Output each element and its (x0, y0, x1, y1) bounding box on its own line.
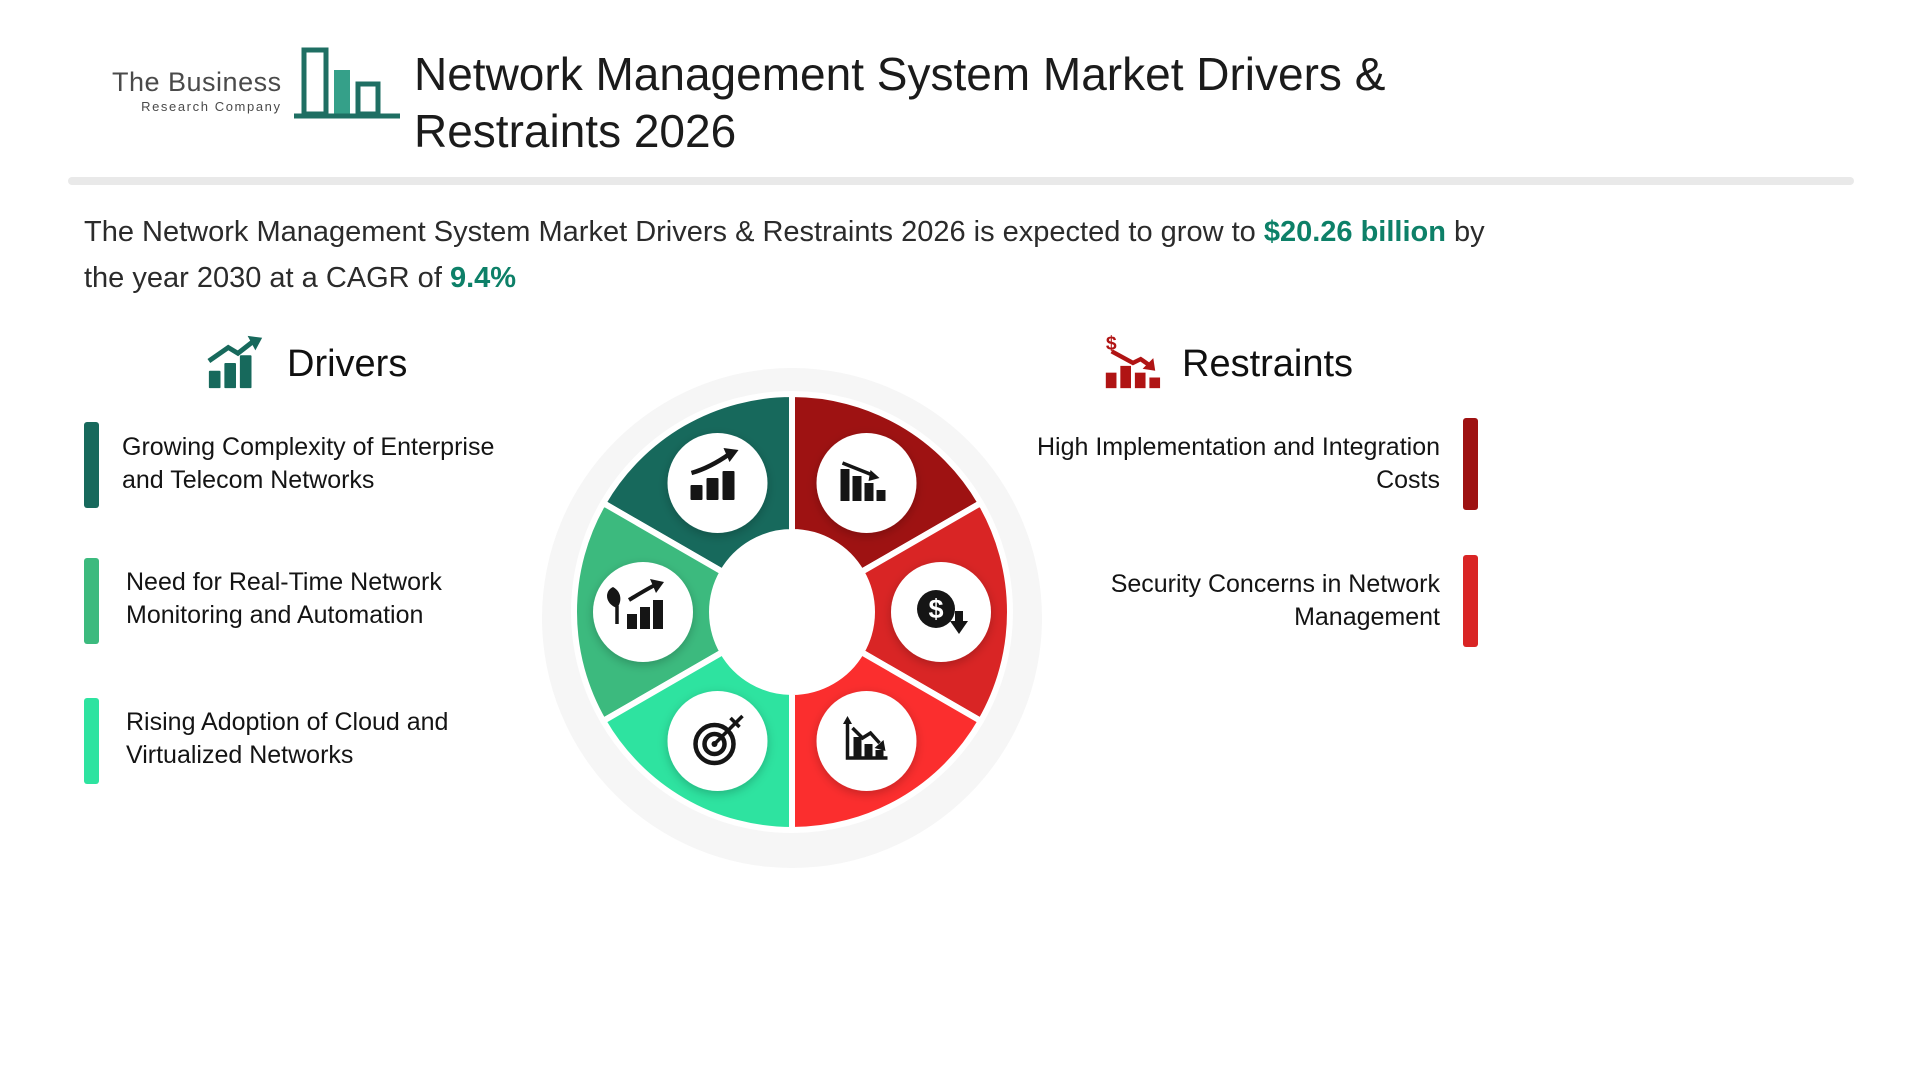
driver-bar-1 (84, 422, 99, 508)
driver-item-2: Need for Real-Time Network Monitoring an… (126, 568, 442, 630)
money-decline-icon: $ (1100, 332, 1162, 396)
restraint-bar-2 (1463, 555, 1478, 647)
intro-text-start: The Network Management System Market Dri… (84, 216, 1264, 248)
drivers-restraints-wheel: $ (520, 340, 1064, 884)
restraint-item-2: Security Concerns in Network Management (1110, 570, 1440, 632)
drivers-title: Drivers (287, 343, 408, 385)
growth-bars-icon (205, 333, 267, 396)
driver-bar-3 (84, 698, 99, 784)
sprout-growth-icon (607, 579, 664, 629)
drivers-section-header: Drivers (205, 333, 407, 396)
driver-bar-2 (84, 558, 99, 644)
logo-line1: The Business (112, 67, 282, 97)
driver-item-1: Growing Complexity of Enterprise and Tel… (122, 433, 495, 495)
restraint-bar-1 (1463, 418, 1478, 510)
restraints-icon-dollar: $ (1106, 333, 1117, 354)
declining-chart-icon (843, 716, 888, 760)
header-divider (68, 177, 1854, 185)
restraints-title: Restraints (1182, 343, 1354, 385)
restraints-section-header: $ Restraints (1100, 332, 1354, 396)
growth-arrow-icon (690, 448, 739, 500)
driver-item-3: Rising Adoption of Cloud and Virtualized… (126, 708, 449, 770)
intro-text-mid: by the year 2030 at a CAGR of (84, 216, 1485, 294)
intro-paragraph: The Network Management System Market Dri… (84, 210, 1514, 302)
icon-circle-bottom-right (816, 691, 917, 791)
wheel-center-circle (712, 532, 872, 692)
growth-value: $20.26 billion (1263, 216, 1446, 248)
page-title: Network Management System Market Drivers… (414, 48, 1386, 158)
dollar-decrease-icon: $ (917, 590, 968, 634)
target-icon (693, 714, 744, 766)
company-logo-text: The Business Research Company (112, 67, 282, 114)
logo-line2: Research Company (141, 99, 282, 114)
restraint-item-1: High Implementation and Integration Cost… (1036, 433, 1440, 495)
logo-bar-chart-icon (292, 42, 404, 139)
declining-bars-icon (840, 461, 886, 501)
dollar-glyph: $ (928, 594, 943, 624)
cagr-value: 9.4% (449, 261, 517, 294)
company-logo: The Business Research Company (112, 42, 404, 139)
